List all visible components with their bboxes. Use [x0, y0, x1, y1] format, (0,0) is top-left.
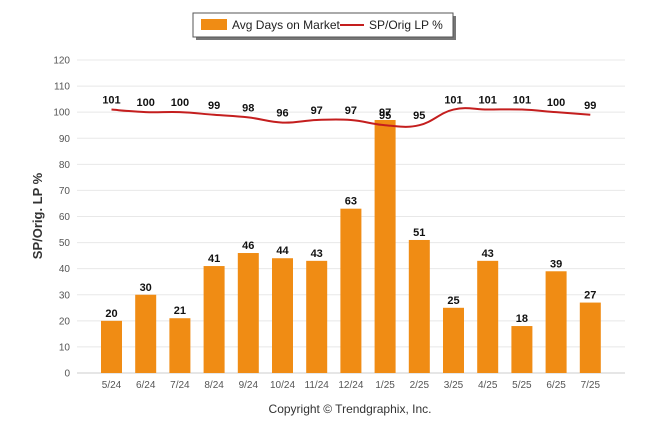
y-tick-label: 20 [59, 316, 71, 327]
y-tick-label: 50 [59, 238, 71, 249]
y-tick-label: 40 [59, 264, 71, 275]
x-tick-label: 7/24 [170, 380, 190, 391]
bar-series [101, 119, 601, 373]
bar-value-label: 18 [516, 313, 528, 325]
bar [101, 320, 122, 373]
bar [511, 326, 533, 373]
bar-value-label: 63 [345, 196, 357, 208]
x-tick-label: 6/24 [136, 380, 156, 391]
line-value-label: 96 [276, 108, 288, 120]
bar-value-label: 25 [447, 295, 459, 307]
bar-value-label: 97 [379, 107, 391, 119]
line-value-label: 100 [171, 97, 189, 109]
bar-value-label: 43 [311, 248, 323, 260]
y-tick-label: 0 [64, 369, 70, 380]
bar-value-label: 30 [140, 282, 152, 294]
line-value-label: 101 [102, 95, 120, 107]
bar [135, 294, 157, 373]
line-value-label: 97 [345, 105, 357, 117]
line-value-label: 101 [479, 95, 497, 107]
x-tick-label: 8/24 [204, 380, 224, 391]
x-tick-label: 1/25 [375, 380, 395, 391]
bar-value-label: 27 [584, 290, 596, 302]
y-axis-title: SP/Orig. LP % [30, 172, 45, 259]
legend-bar-label: Avg Days on Market [232, 18, 340, 32]
line-value-label: 99 [584, 100, 596, 112]
x-tick-label: 12/24 [338, 380, 363, 391]
bar [374, 119, 396, 373]
bar-value-label: 39 [550, 258, 562, 270]
y-tick-label: 70 [59, 186, 71, 197]
legend: Avg Days on Market SP/Orig LP % [192, 12, 456, 40]
bar [237, 253, 259, 373]
y-tick-label: 90 [59, 134, 71, 145]
y-tick-label: 80 [59, 160, 71, 171]
x-tick-label: 4/25 [478, 380, 498, 391]
x-tick-label: 7/25 [581, 380, 601, 391]
bar-value-label: 51 [413, 227, 425, 239]
x-tick-label: 6/25 [546, 380, 566, 391]
x-tick-label: 11/24 [305, 380, 330, 391]
line-value-label: 101 [513, 95, 531, 107]
y-tick-label: 120 [53, 56, 70, 67]
y-tick-label: 110 [54, 82, 70, 93]
line-value-label: 99 [208, 100, 220, 112]
bar-value-label: 21 [174, 305, 186, 317]
line-series [111, 107, 591, 128]
bar [272, 258, 293, 373]
x-axis-ticks: 5/24 6/24 7/24 8/24 9/24 10/24 11/24 12/24 1/25 2… [102, 380, 601, 391]
x-tick-label: 10/24 [270, 380, 295, 391]
line-value-label: 101 [444, 95, 462, 107]
x-tick-label: 3/25 [444, 380, 464, 391]
line-value-label: 100 [137, 97, 155, 109]
line-value-label: 100 [547, 97, 565, 109]
bar [203, 266, 225, 373]
bar-value-label: 43 [482, 248, 494, 260]
bar [477, 260, 499, 373]
sp-orig-lp-line [111, 107, 591, 128]
bar [579, 302, 601, 373]
y-tick-label: 60 [59, 212, 71, 223]
bar [408, 239, 430, 373]
line-value-label: 97 [311, 105, 323, 117]
bar [306, 260, 328, 373]
x-tick-label: 2/25 [410, 380, 430, 391]
bar-value-label: 20 [105, 308, 117, 320]
bar-data-labels: 20 30 21 41 46 44 43 63 97 51 25 43 18 39 27 [105, 107, 596, 325]
line-value-label: 95 [379, 110, 391, 122]
copyright-text: Copyright © Trendgraphix, Inc. [269, 402, 432, 416]
legend-bar-swatch [201, 19, 227, 30]
bar-value-label: 41 [208, 253, 220, 265]
bar-value-label: 44 [276, 245, 289, 257]
bar [443, 307, 464, 373]
y-tick-label: 10 [59, 342, 71, 353]
bar [545, 271, 567, 373]
line-value-label: 95 [413, 110, 425, 122]
bar [340, 208, 362, 373]
x-tick-label: 5/24 [102, 380, 122, 391]
line-value-label: 98 [242, 102, 254, 114]
y-axis-ticks: 0 10 20 30 40 50 60 70 80 90 100 110 120 [53, 56, 70, 380]
legend-box [192, 12, 454, 38]
x-tick-label: 9/24 [239, 380, 259, 391]
x-tick-label: 5/25 [512, 380, 532, 391]
legend-line-label: SP/Orig LP % [369, 18, 443, 32]
y-tick-label: 100 [53, 108, 70, 119]
y-tick-label: 30 [59, 290, 71, 301]
bar [169, 318, 191, 373]
bar-value-label: 46 [242, 240, 254, 252]
